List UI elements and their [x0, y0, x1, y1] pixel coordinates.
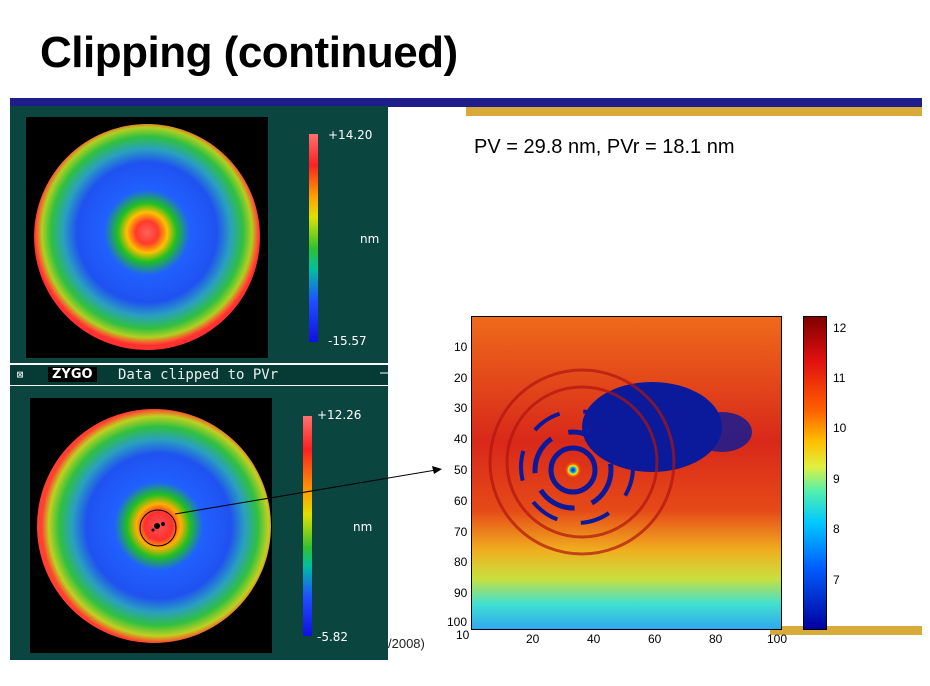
y-tick-label: 20: [454, 371, 468, 385]
y-tick-label: 90: [454, 586, 468, 600]
colorbar-tick-label: 8: [833, 522, 840, 536]
y-tick-label: 10: [454, 340, 468, 354]
zygo-top-unit: nm: [360, 232, 380, 246]
y-tick-label: 40: [454, 432, 468, 446]
pv-readout: PV = 29.8 nm, PVr = 18.1 nm: [474, 136, 735, 158]
zygo-toolbar: ⊠ ZYGO Data clipped to PVr –: [10, 365, 388, 385]
title-rule-blue: [10, 98, 922, 107]
x-tick-label: 80: [709, 632, 723, 646]
title-rule-gold: [466, 107, 922, 116]
zygo-surface-map-bottom[interactable]: [30, 398, 272, 653]
x-tick-label: 100: [767, 632, 788, 646]
zygo-panel-bottom: +12.26 nm -5.82: [10, 386, 388, 660]
y-tick-label: 70: [454, 525, 468, 539]
zygo-panel-top: +14.20 nm -15.57: [10, 106, 388, 363]
colorbar-tick-label: 11: [833, 371, 846, 385]
zygo-bottom-max-label: +12.26: [317, 408, 362, 422]
x-tick-label: 20: [526, 632, 540, 646]
x-tick-label: 40: [587, 632, 601, 646]
slide-title: Clipping (continued): [40, 28, 458, 77]
zygo-logo: ZYGO: [48, 367, 97, 382]
zygo-status-message: Data clipped to PVr: [118, 367, 279, 383]
zoomed-heatmap[interactable]: [471, 316, 782, 630]
zygo-colorbar-bottom: [303, 416, 312, 636]
y-tick-label: 30: [454, 401, 468, 415]
x-tick-label: 10: [456, 628, 470, 642]
y-tick-label: 60: [454, 494, 468, 508]
zygo-bottom-unit: nm: [353, 520, 373, 534]
zygo-top-min-label: -15.57: [328, 334, 367, 348]
minimize-icon[interactable]: –: [380, 365, 389, 381]
footer-rule-gold: [770, 626, 922, 635]
colorbar-tick-label: 7: [833, 573, 840, 587]
y-tick-label: 50: [454, 463, 468, 477]
colorbar-tick-label: 10: [833, 421, 847, 435]
colorbar-tick-label: 12: [833, 321, 847, 335]
zygo-colorbar-top: [309, 134, 318, 342]
colorbar-tick-label: 9: [833, 472, 840, 486]
y-tick-label: 80: [454, 555, 468, 569]
zygo-bottom-min-label: -5.82: [317, 630, 349, 644]
y-tick-label: 100: [447, 615, 468, 629]
heatmap-colorbar: [803, 316, 827, 630]
zygo-surface-map-top[interactable]: [26, 117, 268, 358]
zygo-top-max-label: +14.20: [328, 128, 373, 142]
x-tick-label: 60: [648, 632, 662, 646]
close-icon[interactable]: ⊠: [16, 368, 24, 381]
footer-text: /2008): [388, 636, 425, 651]
